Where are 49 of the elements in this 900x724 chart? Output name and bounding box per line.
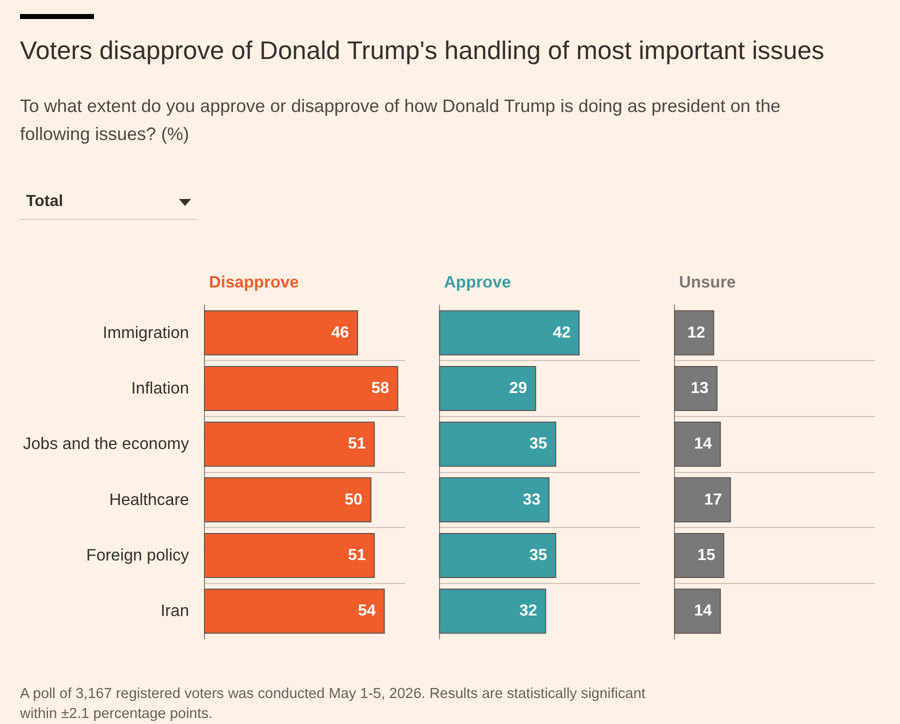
- data-label: 42: [552, 324, 571, 342]
- bar: [674, 588, 721, 634]
- data-label: 54: [358, 602, 376, 620]
- data-label: 14: [694, 436, 712, 453]
- data-label: 51: [348, 436, 366, 453]
- bar: [674, 477, 731, 522]
- data-label: 13: [690, 380, 709, 397]
- bar: [439, 588, 546, 634]
- data-label: 17: [704, 491, 722, 508]
- data-label: 14: [694, 602, 712, 620]
- data-label: 29: [509, 380, 528, 397]
- bar: [439, 422, 556, 467]
- y-tick-label: Iran: [160, 602, 189, 620]
- bar: [439, 366, 536, 412]
- bar: [204, 422, 375, 467]
- bar: [204, 366, 398, 412]
- y-tick-label: Jobs and the economy: [22, 435, 190, 454]
- bar: [439, 532, 556, 578]
- y-tick-label: Inflation: [131, 380, 189, 398]
- dropdown-field: Total: [20, 188, 197, 220]
- bar: [674, 310, 714, 356]
- data-label: 58: [371, 380, 390, 397]
- bar: [204, 310, 358, 356]
- data-label: 35: [529, 436, 548, 453]
- bar: [674, 422, 721, 467]
- y-tick-label: Foreign policy: [86, 546, 190, 564]
- chart-title: Voters disapprove of Donald Trump's handling of most important issues: [20, 36, 824, 66]
- data-label: 32: [519, 602, 538, 620]
- data-label: 35: [529, 547, 548, 564]
- data-label: 33: [522, 491, 541, 508]
- data-label: 12: [687, 324, 706, 342]
- series-label: Disapprove: [209, 274, 299, 292]
- y-tick-label: Healthcare: [109, 490, 189, 509]
- data-label: 15: [697, 547, 716, 564]
- chart-subtitle: To what extent do you approve or disapprove of how Donald Trump is doing as president on the following issues? (%): [20, 95, 782, 146]
- text: A poll of 3,167 registered voters was conducted May 1-5, 2026. Results are statistically significant within ±2.1 percentage points.: [20, 685, 646, 724]
- bar: [439, 310, 580, 356]
- bar: [204, 532, 375, 578]
- series-label: Approve: [444, 274, 511, 292]
- data-label: 51: [348, 547, 366, 564]
- data-label: 50: [344, 491, 363, 508]
- bar: [439, 477, 550, 522]
- bar: [674, 532, 724, 578]
- bar: [204, 588, 385, 634]
- bar: [204, 477, 372, 522]
- y-tick-label: Immigration: [102, 324, 189, 342]
- data-label: 46: [331, 324, 350, 342]
- series-label: Unsure: [679, 274, 736, 292]
- bar: [674, 366, 718, 412]
